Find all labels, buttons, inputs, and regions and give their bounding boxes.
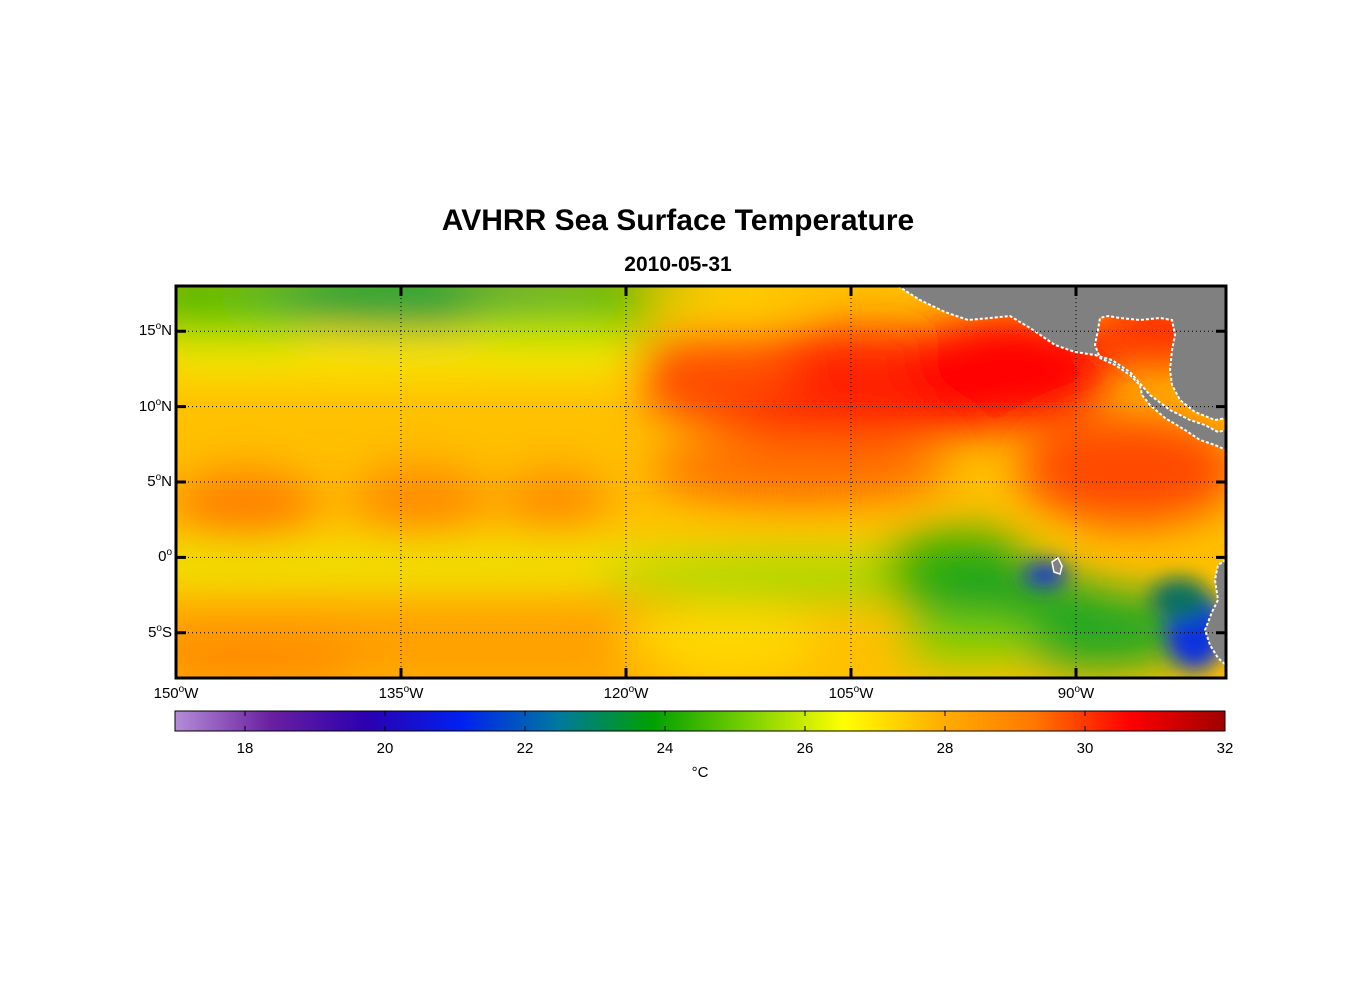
axis-ticks bbox=[174, 286, 1226, 678]
grid-lines bbox=[176, 286, 1226, 678]
colorbar bbox=[174, 710, 1226, 732]
x-tick-150w: 150oW bbox=[153, 684, 199, 702]
x-tick-105w: 105oW bbox=[828, 684, 874, 702]
y-tick-10n: 10oN bbox=[138, 396, 172, 415]
sst-field bbox=[176, 286, 1226, 678]
x-tick-120w: 120oW bbox=[603, 684, 649, 702]
map-title: AVHRR Sea Surface Temperature bbox=[441, 204, 915, 237]
y-tick-5n: 5oN bbox=[147, 472, 172, 490]
colorbar-unit-label: °C bbox=[691, 764, 709, 781]
colorbar-tick-28: 28 bbox=[936, 740, 954, 757]
colorbar-tick-22: 22 bbox=[516, 740, 534, 757]
land-central-america bbox=[896, 286, 1226, 452]
y-tick-15n: 15oN bbox=[138, 321, 172, 340]
map-subtitle: 2010-05-31 bbox=[624, 253, 732, 276]
colorbar-tick-24: 24 bbox=[656, 740, 674, 757]
colorbar-ticks bbox=[244, 711, 1226, 731]
land-south-america bbox=[1203, 558, 1226, 667]
colorbar-tick-26: 26 bbox=[796, 740, 814, 757]
x-tick-135w: 135oW bbox=[378, 684, 424, 702]
x-tick-90w: 90oW bbox=[1057, 684, 1095, 702]
galapagos-islands bbox=[1051, 556, 1063, 575]
colorbar-tick-30: 30 bbox=[1076, 740, 1094, 757]
colorbar-tick-20: 20 bbox=[376, 740, 394, 757]
y-tick-0: 0o bbox=[158, 547, 172, 566]
colorbar-tick-32: 32 bbox=[1216, 740, 1234, 757]
y-tick-5s: 5oS bbox=[148, 622, 172, 641]
colorbar-tick-18: 18 bbox=[236, 740, 254, 757]
